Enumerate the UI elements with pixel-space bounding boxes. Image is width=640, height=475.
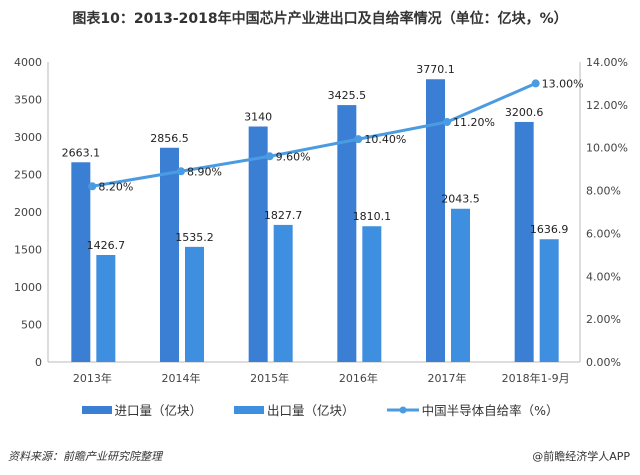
- y2-tick-label: 14.00%: [586, 56, 628, 69]
- y2-tick-label: 0.00%: [586, 356, 621, 369]
- y2-tick-label: 6.00%: [586, 227, 621, 240]
- legend-swatch-import: [81, 405, 112, 414]
- export-bar: [185, 246, 204, 362]
- import-data-label: 3770.1: [416, 63, 455, 76]
- import-data-label: 2856.5: [150, 132, 189, 145]
- import-data-label: 3200.6: [505, 106, 544, 119]
- export-data-label: 1810.1: [353, 210, 392, 223]
- legend-label-export: 出口量（亿块）: [267, 403, 355, 418]
- y-tick-label: 500: [21, 319, 42, 332]
- export-data-label: 1535.2: [175, 231, 214, 244]
- legend-item-import: 进口量（亿块）: [81, 400, 203, 419]
- import-data-label: 3140: [244, 111, 272, 124]
- rate-line: [92, 82, 537, 188]
- import-bar: [160, 147, 179, 362]
- import-bar: [426, 79, 445, 363]
- x-tick-label: 2018年1-9月: [502, 371, 570, 385]
- y2-tick-label: 8.00%: [586, 185, 621, 198]
- legend: 进口量（亿块） 出口量（亿块） 中国半导体自给率（%）: [0, 400, 640, 419]
- y2-tick-label: 12.00%: [586, 99, 628, 112]
- x-tick-label: 2014年: [162, 371, 201, 385]
- y-tick-label: 1500: [14, 244, 42, 257]
- export-bar: [539, 239, 559, 362]
- import-bar: [248, 126, 268, 362]
- y-tick-label: 4000: [14, 56, 42, 69]
- import-data-label: 2663.1: [62, 146, 101, 159]
- legend-item-rate: 中国半导体自给率（%）: [386, 400, 559, 419]
- x-tick-label: 2017年: [428, 371, 467, 385]
- rate-data-label: 13.00%: [542, 77, 584, 90]
- legend-swatch-export: [234, 405, 265, 414]
- export-bar: [451, 208, 470, 362]
- legend-label-rate: 中国半导体自给率（%）: [421, 403, 559, 418]
- rate-data-label: 11.20%: [453, 116, 495, 129]
- rate-point: [265, 152, 274, 161]
- y2-tick-label: 10.00%: [586, 142, 628, 155]
- export-data-label: 1827.7: [264, 209, 303, 222]
- rate-point: [177, 167, 185, 176]
- rate-data-label: 8.20%: [98, 180, 133, 193]
- credit: @前瞻经济学人APP: [532, 450, 630, 463]
- y-tick-label: 2000: [14, 206, 42, 219]
- import-bar: [71, 162, 91, 362]
- rate-data-label: 9.60%: [276, 150, 311, 163]
- rate-data-label: 8.90%: [187, 165, 222, 178]
- y2-tick-label: 2.00%: [586, 313, 621, 326]
- legend-line-icon: [386, 406, 419, 413]
- export-bar: [273, 224, 293, 362]
- import-data-label: 3425.5: [328, 89, 367, 102]
- x-tick-label: 2016年: [339, 371, 378, 385]
- rate-point: [443, 118, 451, 126]
- rate-point: [88, 182, 97, 191]
- import-bar: [337, 105, 357, 363]
- legend-label-import: 进口量（亿块）: [114, 403, 203, 418]
- export-data-label: 2043.5: [441, 193, 480, 206]
- export-bar: [96, 254, 116, 362]
- y-tick-label: 3500: [14, 94, 42, 107]
- rate-point: [531, 79, 540, 88]
- x-tick-label: 2013年: [73, 371, 112, 385]
- chart-svg: 0 500 1000 1500 2000 2500 3000 3500 4000 0.00% 2.0…: [14, 56, 628, 385]
- export-bar: [362, 226, 382, 362]
- import-bar: [514, 121, 534, 362]
- y-tick-label: 2500: [14, 169, 42, 182]
- x-tick-label: 2015年: [250, 371, 289, 385]
- y2-tick-label: 4.00%: [586, 270, 621, 283]
- export-data-label: 1636.9: [530, 223, 569, 236]
- y-tick-label: 0: [35, 356, 42, 369]
- rate-point: [354, 135, 363, 144]
- chart-title: 图表10：2013-2018年中国芯片产业进出口及自给率情况（单位：亿块，%）: [72, 11, 568, 27]
- legend-item-export: 出口量（亿块）: [234, 400, 355, 419]
- rate-data-label: 10.40%: [364, 133, 406, 146]
- y-tick-label: 3000: [14, 131, 42, 144]
- source-note: 资料来源：前瞻产业研究院整理: [8, 450, 162, 463]
- y-tick-label: 1000: [14, 281, 42, 294]
- export-data-label: 1426.7: [87, 239, 126, 252]
